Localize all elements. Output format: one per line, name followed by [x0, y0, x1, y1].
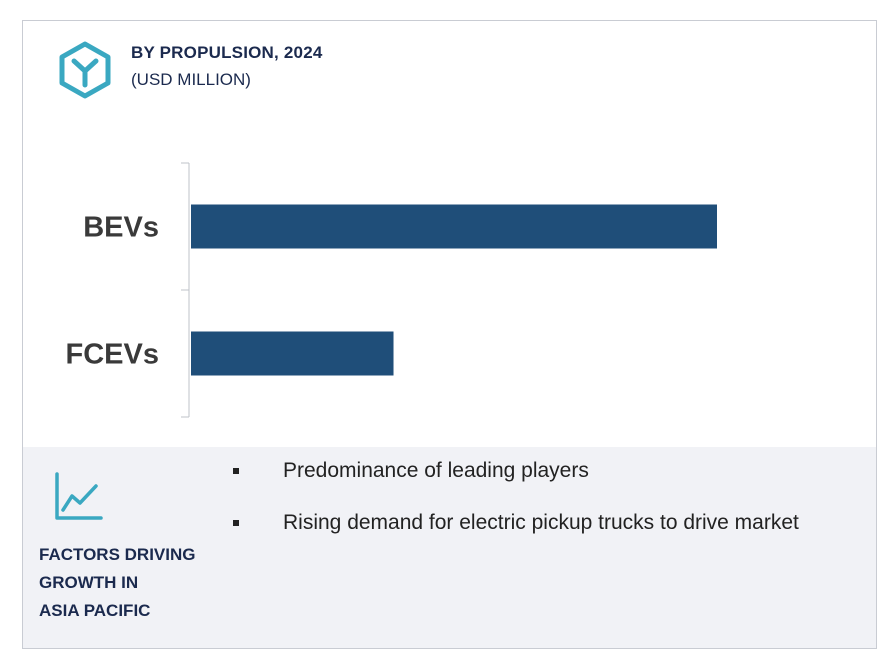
list-item-text: Predominance of leading players — [283, 459, 589, 482]
factors-line: FACTORS DRIVING — [39, 545, 196, 564]
category-label: FCEVs — [66, 339, 159, 371]
bullet-icon — [233, 520, 239, 526]
category-label: BEVs — [83, 212, 159, 244]
bullet-icon — [233, 468, 239, 474]
factors-line: GROWTH IN — [39, 573, 139, 592]
hexagon-logo-icon — [59, 41, 111, 99]
chart-card: BY PROPULSION, 2024 (USD MILLION) BEVs FC… — [22, 20, 877, 649]
chart-subtitle: (USD MILLION) — [131, 70, 251, 89]
factors-heading: FACTORS DRIVING GROWTH IN ASIA PACIFIC — [39, 541, 229, 625]
list-item: Rising demand for electric pickup trucks… — [233, 507, 853, 538]
line-chart-icon — [55, 472, 103, 520]
bar-bevs — [191, 204, 717, 249]
factors-panel: FACTORS DRIVING GROWTH IN ASIA PACIFIC P… — [23, 447, 876, 648]
factors-line: ASIA PACIFIC — [39, 601, 151, 620]
list-item: Predominance of leading players — [233, 455, 853, 486]
list-item-text: Rising demand for electric pickup trucks… — [283, 511, 799, 534]
bar-chart: BEVs FCEVs — [66, 162, 717, 418]
bar-fcevs — [191, 331, 394, 376]
factors-list: Predominance of leading players Rising d… — [233, 455, 853, 559]
chart-title: BY PROPULSION, 2024 — [131, 43, 323, 62]
